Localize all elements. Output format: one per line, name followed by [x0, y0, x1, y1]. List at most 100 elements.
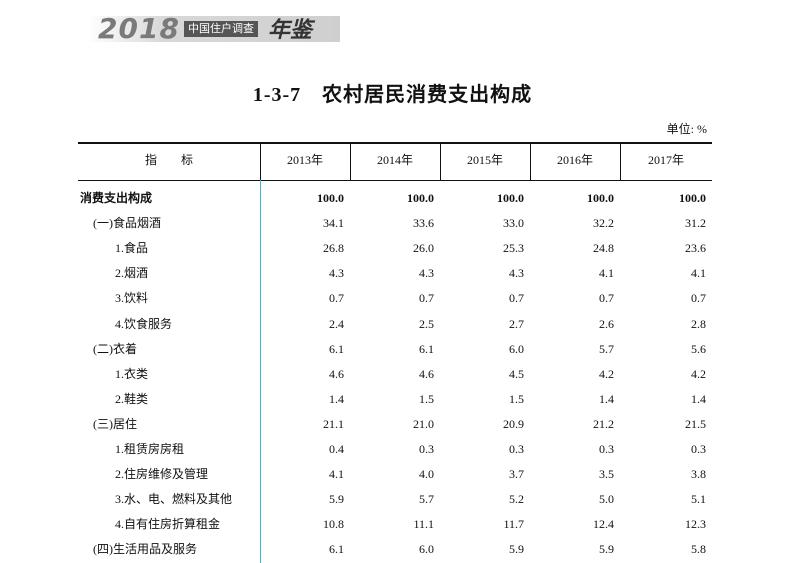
value-cell: 6.0: [509, 341, 524, 356]
value-cell: 0.7: [691, 291, 706, 306]
value-cell: 0.7: [419, 291, 434, 306]
column-header: 2015年: [466, 153, 503, 167]
value-cell: 0.3: [509, 442, 524, 456]
value-cell: 4.3: [419, 266, 434, 281]
value-cell: 6.1: [329, 542, 344, 557]
value-cell: 6.0: [419, 542, 434, 557]
value-cell: 0.4: [329, 442, 344, 456]
value-cell: 31.2: [685, 216, 706, 231]
value-cell: 21.1: [323, 416, 344, 431]
row-label: 2.烟酒: [115, 266, 149, 281]
value-cell: 100.0: [587, 191, 614, 205]
value-cell: 100.0: [679, 191, 706, 205]
value-cell: 3.5: [599, 467, 614, 482]
header-bottom-rule: [78, 180, 712, 181]
value-cell: 5.8: [691, 542, 706, 557]
value-cell: 4.2: [599, 366, 614, 381]
column-header: 2017年: [647, 153, 684, 167]
logo-subtitle: 中国住户调查: [184, 21, 258, 37]
value-cell: 6.1: [329, 341, 344, 356]
value-cell: 0.7: [509, 291, 524, 306]
row-label: 2.鞋类: [115, 391, 149, 406]
row-label: (四)生活用品及服务: [93, 542, 197, 557]
header-column-rule: [350, 142, 351, 180]
value-cell: 11.1: [413, 517, 434, 532]
logo-year: 2018: [98, 12, 180, 45]
value-cell: 26.8: [323, 241, 344, 256]
value-cell: 4.1: [599, 266, 614, 281]
column-header: 指 标: [144, 153, 193, 167]
value-cell: 25.3: [503, 241, 524, 256]
value-cell: 12.3: [685, 517, 706, 532]
value-cell: 5.7: [419, 492, 434, 507]
row-label: 消费支出构成: [80, 191, 153, 205]
row-label: 1.衣类: [115, 366, 149, 381]
row-label: 1.租赁房房租: [115, 442, 185, 456]
logo-yearbook: 年鉴: [268, 17, 313, 43]
stub-column-rule: [260, 180, 261, 563]
value-cell: 4.1: [691, 266, 706, 281]
value-cell: 0.7: [329, 291, 344, 306]
value-cell: 5.9: [599, 542, 614, 557]
header-column-rule: [440, 142, 441, 180]
value-cell: 2.5: [419, 316, 434, 331]
column-header: 2013年: [286, 153, 323, 167]
table-title: 1-3-7 农村居民消费支出构成: [252, 84, 533, 106]
value-cell: 5.0: [599, 492, 614, 507]
value-cell: 100.0: [317, 191, 344, 205]
value-cell: 1.4: [329, 391, 344, 406]
value-cell: 1.5: [419, 391, 434, 406]
row-label: 3.水、电、燃料及其他: [115, 492, 233, 507]
value-cell: 5.9: [329, 492, 344, 507]
header-column-rule: [620, 142, 621, 180]
row-label: 2.住房维修及管理: [115, 467, 209, 482]
value-cell: 100.0: [407, 191, 434, 205]
value-cell: 5.6: [691, 341, 706, 356]
value-cell: 4.1: [329, 467, 344, 482]
table-top-rule: [78, 142, 712, 144]
row-label: (二)衣着: [93, 341, 137, 356]
value-cell: 5.2: [509, 492, 524, 507]
value-cell: 10.8: [323, 517, 344, 532]
value-cell: 4.6: [419, 366, 434, 381]
value-cell: 23.6: [685, 241, 706, 256]
value-cell: 12.4: [593, 517, 614, 532]
header-column-rule: [530, 142, 531, 180]
value-cell: 6.1: [419, 341, 434, 356]
value-cell: 4.2: [691, 366, 706, 381]
value-cell: 21.0: [413, 416, 434, 431]
value-cell: 1.5: [509, 391, 524, 406]
value-cell: 5.1: [691, 492, 706, 507]
value-cell: 4.3: [509, 266, 524, 281]
row-label: 3.饮料: [115, 291, 149, 306]
column-header: 2016年: [556, 153, 593, 167]
value-cell: 20.9: [503, 416, 524, 431]
unit-note: 单位: %: [666, 122, 707, 136]
value-cell: 4.6: [329, 366, 344, 381]
value-cell: 26.0: [413, 241, 434, 256]
value-cell: 100.0: [497, 191, 524, 205]
row-label: 1.食品: [115, 241, 149, 256]
value-cell: 3.8: [691, 467, 706, 482]
value-cell: 4.0: [419, 467, 434, 482]
header-column-rule: [260, 142, 261, 180]
row-label: (三)居住: [93, 416, 137, 431]
value-cell: 2.4: [329, 316, 344, 331]
value-cell: 0.3: [419, 442, 434, 456]
value-cell: 5.9: [509, 542, 524, 557]
value-cell: 24.8: [593, 241, 614, 256]
value-cell: 21.2: [593, 416, 614, 431]
value-cell: 0.7: [599, 291, 614, 306]
value-cell: 3.7: [509, 467, 524, 482]
value-cell: 1.4: [599, 391, 614, 406]
value-cell: 2.8: [691, 316, 706, 331]
value-cell: 34.1: [323, 216, 344, 231]
value-cell: 33.0: [503, 216, 524, 231]
column-header: 2014年: [376, 153, 413, 167]
value-cell: 11.7: [503, 517, 524, 532]
value-cell: 4.5: [509, 366, 524, 381]
value-cell: 2.6: [599, 316, 614, 331]
value-cell: 33.6: [413, 216, 434, 231]
value-cell: 4.3: [329, 266, 344, 281]
